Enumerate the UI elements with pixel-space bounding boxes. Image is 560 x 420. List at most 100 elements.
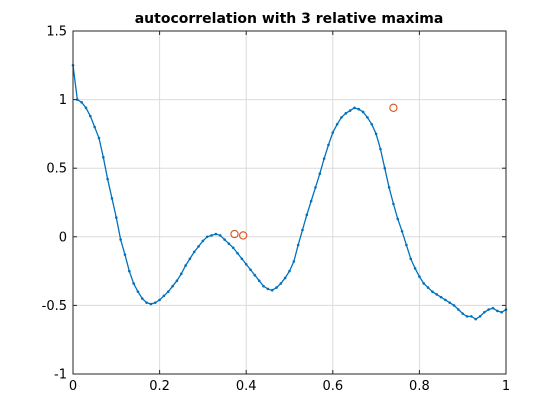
data-point bbox=[153, 301, 157, 304]
data-point bbox=[366, 116, 369, 119]
data-point bbox=[136, 290, 140, 293]
data-point bbox=[175, 279, 179, 283]
data-point bbox=[115, 216, 118, 219]
x-tick-label: 1 bbox=[502, 379, 510, 394]
data-point bbox=[374, 132, 378, 136]
data-point bbox=[132, 282, 135, 285]
data-point bbox=[383, 166, 387, 170]
data-point bbox=[487, 308, 490, 311]
data-point bbox=[279, 282, 283, 285]
data-point bbox=[119, 238, 122, 241]
data-point bbox=[192, 250, 196, 254]
data-point bbox=[413, 267, 417, 270]
data-point bbox=[400, 230, 404, 233]
data-point bbox=[227, 242, 231, 245]
axes bbox=[72, 30, 507, 375]
data-point bbox=[158, 298, 161, 302]
data-point bbox=[262, 284, 265, 288]
data-point bbox=[184, 264, 187, 267]
data-point bbox=[340, 116, 343, 119]
data-point bbox=[392, 202, 395, 206]
data-point bbox=[76, 98, 79, 101]
data-point bbox=[431, 290, 434, 293]
x-tick-label: 0.8 bbox=[409, 379, 430, 394]
data-point bbox=[305, 213, 309, 217]
data-point bbox=[435, 293, 439, 296]
data-point bbox=[127, 269, 131, 273]
x-tick-label: 0 bbox=[69, 379, 77, 394]
data-point bbox=[348, 109, 352, 112]
chart-title: autocorrelation with 3 relative maxima bbox=[135, 11, 444, 27]
data-series bbox=[71, 64, 508, 321]
data-point bbox=[496, 309, 499, 313]
data-point bbox=[171, 284, 174, 288]
data-point bbox=[331, 131, 335, 134]
data-point bbox=[266, 287, 270, 291]
data-point bbox=[275, 286, 278, 289]
data-point bbox=[426, 286, 430, 289]
data-point bbox=[457, 308, 460, 311]
data-point bbox=[422, 282, 426, 285]
data-point bbox=[218, 234, 222, 237]
data-point bbox=[491, 306, 495, 310]
data-point bbox=[335, 122, 339, 126]
data-point bbox=[253, 273, 257, 277]
data-point bbox=[240, 257, 244, 261]
data-point bbox=[201, 239, 205, 243]
data-point bbox=[396, 217, 400, 221]
data-point bbox=[370, 122, 374, 126]
data-point bbox=[444, 298, 447, 302]
data-point bbox=[162, 294, 166, 298]
y-tick-label: 0 bbox=[59, 230, 67, 245]
data-point bbox=[357, 107, 361, 111]
data-point bbox=[84, 106, 88, 110]
data-point bbox=[296, 243, 300, 247]
data-point bbox=[418, 275, 421, 278]
data-point bbox=[257, 279, 261, 283]
data-point bbox=[409, 257, 413, 261]
data-point bbox=[292, 260, 296, 263]
x-tick-label: 0.4 bbox=[236, 379, 257, 394]
data-point bbox=[314, 186, 317, 189]
data-point bbox=[448, 301, 452, 304]
data-point bbox=[379, 147, 382, 151]
data-point bbox=[140, 297, 144, 300]
relative-maxima bbox=[230, 103, 398, 240]
x-tick-label: 0.6 bbox=[322, 379, 343, 394]
data-point bbox=[210, 234, 213, 237]
data-point bbox=[197, 245, 200, 248]
y-tick-label: 1 bbox=[59, 93, 67, 108]
data-point bbox=[223, 238, 226, 241]
data-point bbox=[361, 110, 365, 114]
maximum-marker bbox=[230, 229, 239, 239]
data-point bbox=[149, 302, 153, 306]
data-point bbox=[483, 310, 486, 314]
data-point bbox=[405, 243, 408, 247]
data-point bbox=[231, 246, 235, 250]
data-point bbox=[478, 315, 482, 318]
data-point bbox=[344, 112, 348, 115]
maximum-marker bbox=[239, 231, 248, 240]
data-point bbox=[179, 272, 183, 276]
data-point bbox=[80, 101, 83, 104]
y-tick-label: 1.5 bbox=[46, 25, 67, 40]
data-point bbox=[309, 199, 313, 203]
data-point bbox=[387, 186, 391, 189]
x-tick-label: 0.2 bbox=[149, 379, 170, 394]
data-point bbox=[249, 268, 252, 272]
data-point bbox=[102, 155, 105, 159]
data-point bbox=[106, 177, 109, 181]
data-point bbox=[318, 172, 322, 175]
data-point bbox=[93, 125, 96, 129]
data-point bbox=[470, 315, 473, 318]
y-tick-label: -0.5 bbox=[42, 299, 67, 314]
plot-area-border bbox=[72, 30, 507, 375]
data-point bbox=[439, 295, 443, 299]
data-point bbox=[465, 315, 469, 318]
data-point bbox=[283, 276, 287, 280]
data-point bbox=[166, 290, 170, 293]
data-point bbox=[270, 289, 274, 292]
data-point bbox=[500, 310, 503, 314]
tick-labels: 0 0.2 0.4 0.6 0.8 1 -1 -0.5 0 0.5 1 1.5 bbox=[42, 25, 511, 395]
